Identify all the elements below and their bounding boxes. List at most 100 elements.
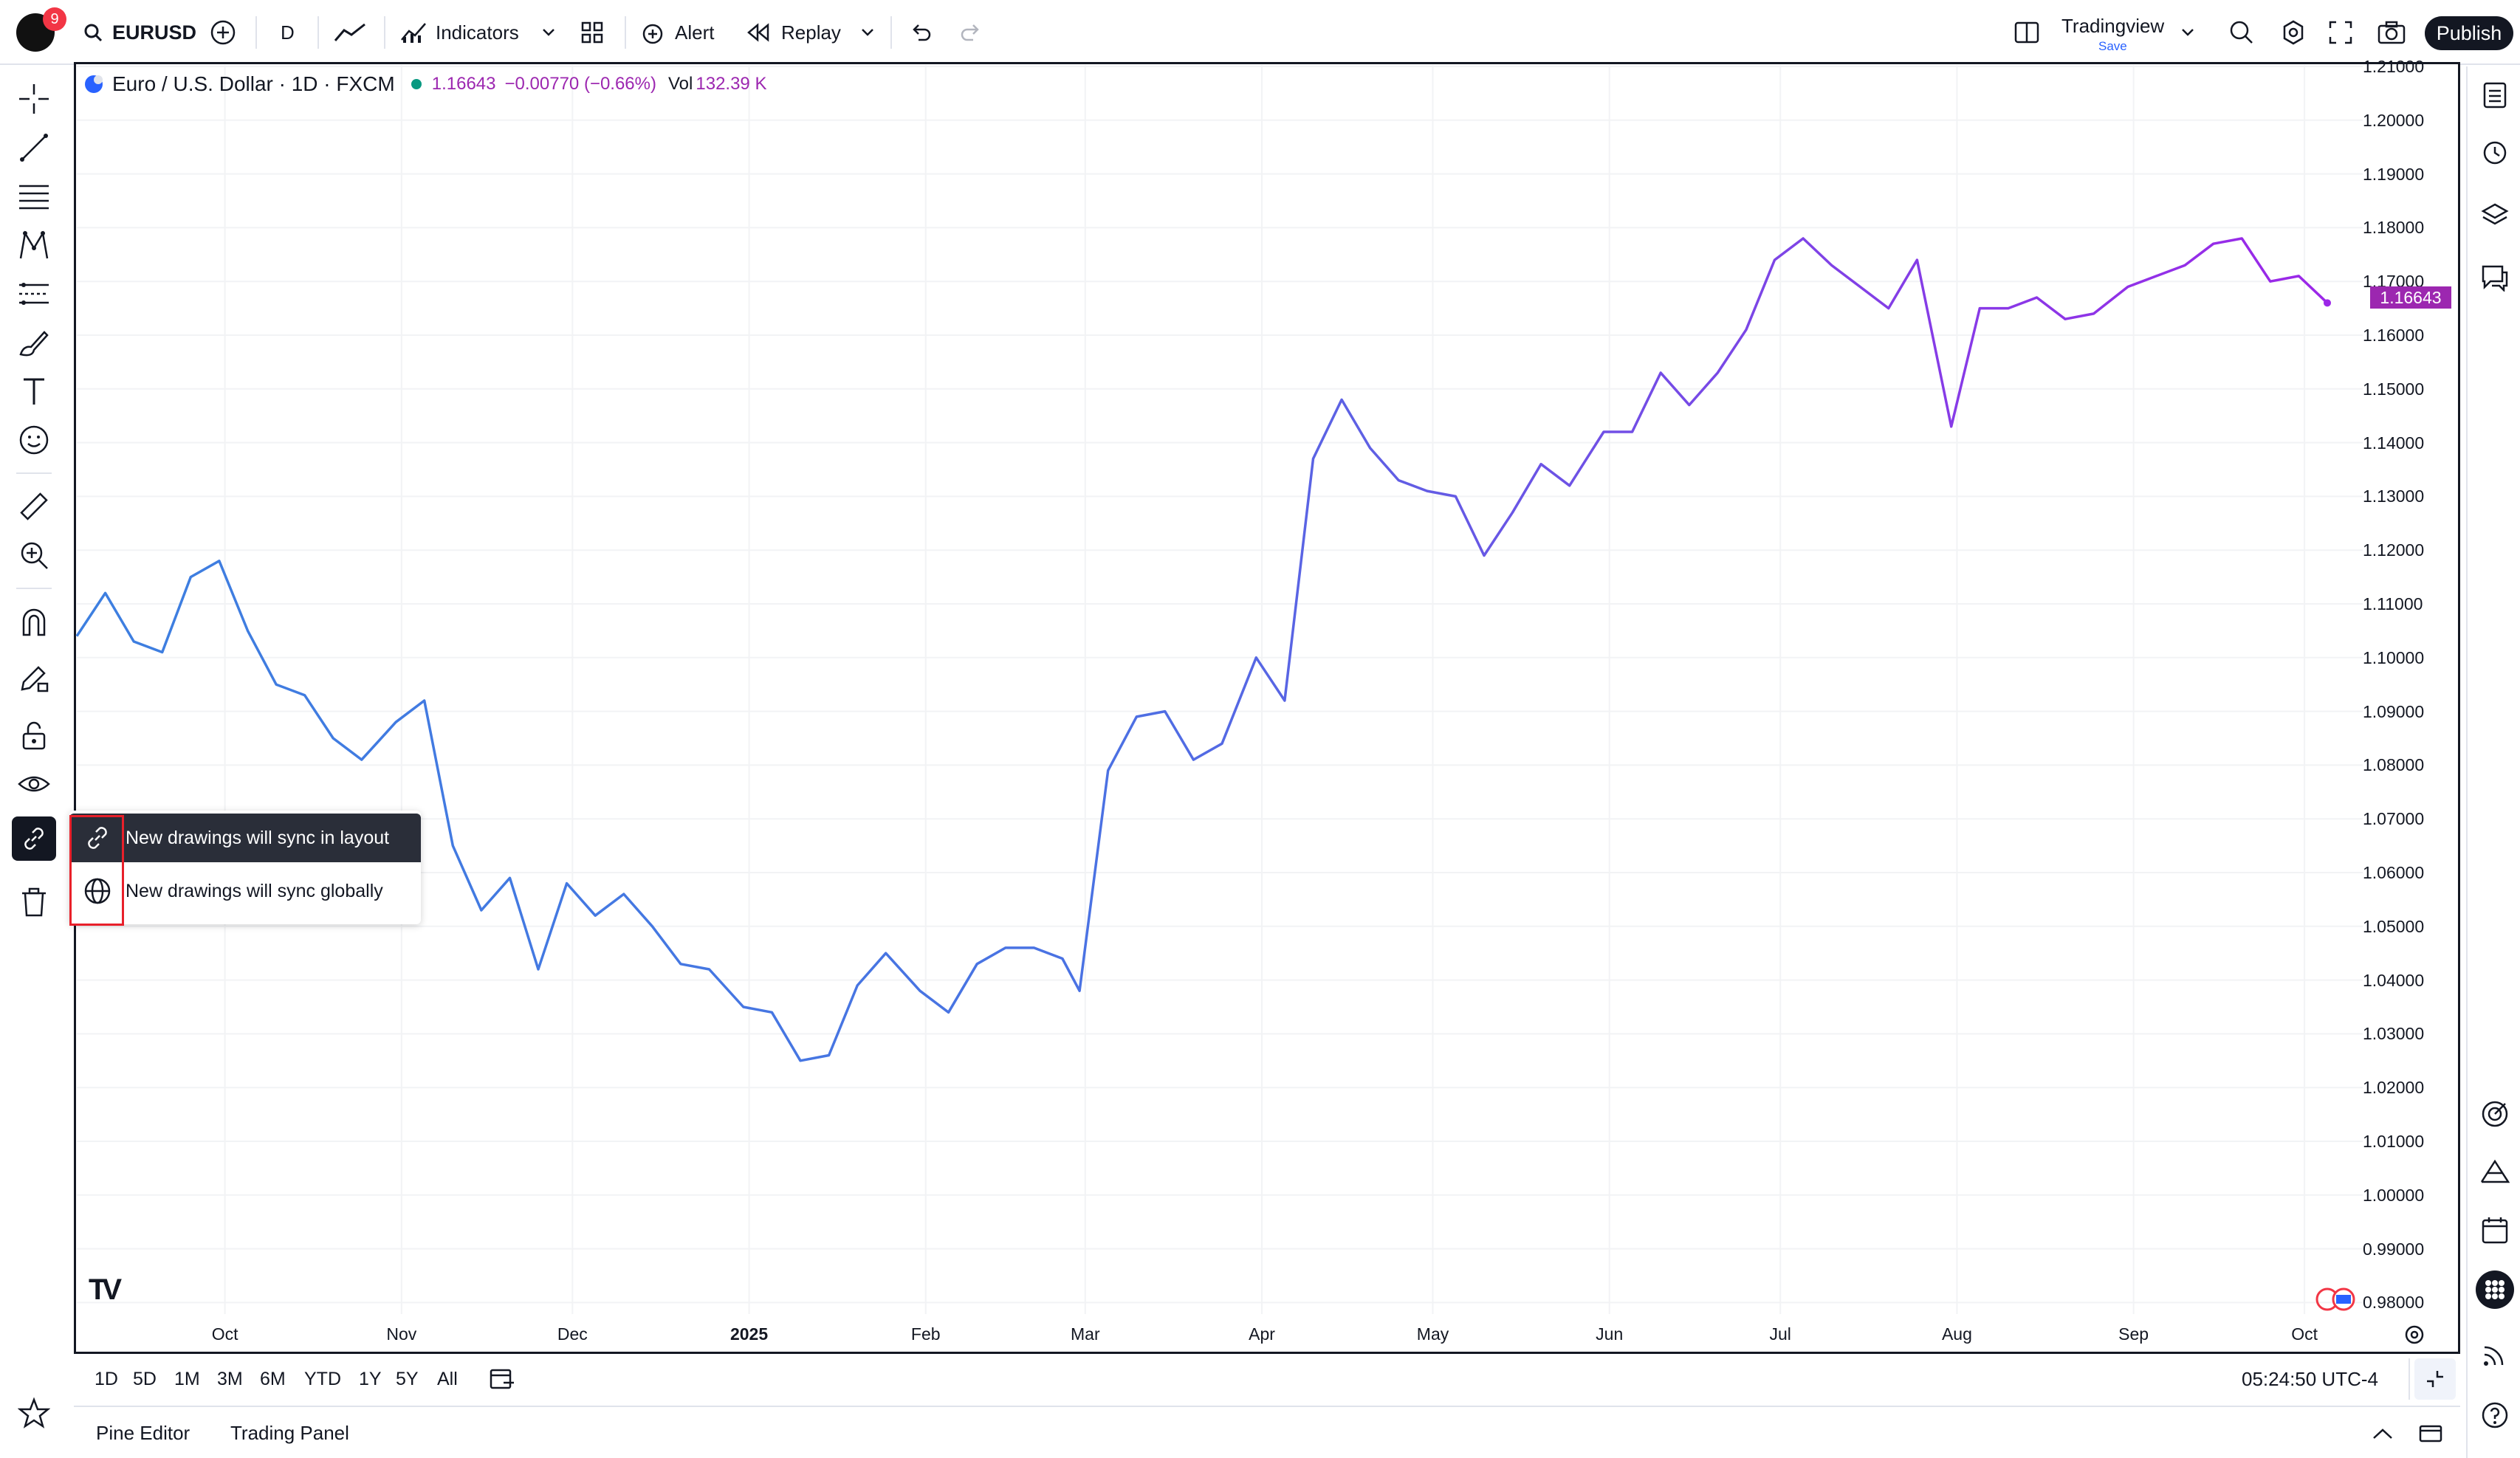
range-1m[interactable]: 1M	[174, 1368, 200, 1389]
bottom-panel: Pine Editor Trading Panel	[74, 1406, 2460, 1458]
products-button[interactable]	[2475, 1270, 2515, 1310]
price-tick-label: 1.09000	[2363, 701, 2425, 721]
favorites-tool[interactable]	[12, 1391, 56, 1435]
sync-drawings-tool[interactable]	[12, 816, 56, 861]
globe-icon	[84, 878, 111, 904]
range-ytd[interactable]: YTD	[304, 1368, 341, 1389]
chart-pane[interactable]	[74, 62, 2460, 1354]
currency-flag-icon	[85, 75, 103, 93]
fib-tool[interactable]	[12, 174, 56, 219]
indicators-label: Indicators	[436, 21, 519, 44]
forecast-tool[interactable]	[12, 272, 56, 316]
range-all[interactable]: All	[437, 1368, 458, 1389]
indicators-button[interactable]: Indicators	[400, 0, 519, 65]
lock-drawings-tool[interactable]	[12, 713, 56, 757]
settings-button[interactable]	[2280, 0, 2307, 65]
time-axis-settings-icon[interactable]	[2403, 1323, 2426, 1347]
range-1y[interactable]: 1Y	[359, 1368, 382, 1389]
price-tick-label: 1.18000	[2363, 218, 2425, 238]
range-1d[interactable]: 1D	[95, 1368, 118, 1389]
crosshair-icon	[19, 84, 49, 114]
volume-label: Vol	[668, 74, 693, 94]
range-5d[interactable]: 5D	[133, 1368, 157, 1389]
layout-setup-button[interactable]	[2014, 0, 2039, 65]
sync-globally-label: New drawings will sync globally	[126, 880, 383, 901]
broadcast-icon	[2484, 1346, 2504, 1366]
replay-dropdown[interactable]	[861, 0, 874, 65]
flag-badge-icon[interactable]	[2311, 1285, 2370, 1314]
ruler-icon	[20, 492, 48, 520]
emoji-tool[interactable]	[12, 418, 56, 462]
redo-button[interactable]	[960, 0, 982, 65]
text-tool[interactable]	[12, 369, 56, 413]
time-tick-label: Feb	[910, 1324, 941, 1344]
time-tick-label: Sep	[2118, 1324, 2149, 1344]
publish-button[interactable]: Publish	[2425, 16, 2513, 50]
remove-drawings-tool[interactable]	[12, 880, 56, 924]
measure-tool[interactable]	[12, 484, 56, 529]
price-tick-label: 1.06000	[2363, 863, 2425, 882]
tab-trading-panel[interactable]: Trading Panel	[230, 1422, 349, 1444]
indicators-dropdown[interactable]	[542, 0, 555, 65]
object-tree-button[interactable]	[2475, 195, 2515, 235]
fullscreen-button[interactable]	[2329, 0, 2352, 65]
crosshair-tool[interactable]	[12, 77, 56, 121]
maximize-panel-button[interactable]	[2419, 1407, 2442, 1458]
timezone-clock[interactable]: 05:24:50 UTC-4	[2242, 1367, 2378, 1390]
brush-tool[interactable]	[12, 320, 56, 365]
price-tick-label: 1.19000	[2363, 164, 2425, 184]
hide-drawings-tool[interactable]	[12, 762, 56, 806]
redo-icon	[961, 24, 979, 41]
range-3m[interactable]: 3M	[217, 1368, 243, 1389]
layout-dropdown[interactable]	[2181, 0, 2194, 65]
data-point	[2324, 299, 2331, 307]
replay-button[interactable]: Replay	[746, 0, 841, 65]
calendar-button[interactable]	[2475, 1211, 2515, 1251]
apps-grid-icon	[2476, 1270, 2514, 1309]
price-tick-label: 1.07000	[2363, 809, 2425, 829]
ideas-stream-button[interactable]	[2475, 1152, 2515, 1191]
quick-search-icon	[2230, 21, 2253, 44]
alerts-panel-button[interactable]	[2475, 131, 2515, 171]
zoom-tool[interactable]	[12, 533, 56, 577]
trading-ideas-button[interactable]	[2475, 1094, 2515, 1134]
range-5y[interactable]: 5Y	[396, 1368, 419, 1389]
tab-pine-editor[interactable]: Pine Editor	[96, 1422, 190, 1444]
plus-circle-icon	[210, 20, 236, 45]
help-button[interactable]	[2475, 1395, 2515, 1435]
price-tick-label: 1.02000	[2363, 1078, 2425, 1098]
undo-button[interactable]	[910, 0, 932, 65]
range-6m[interactable]: 6M	[260, 1368, 286, 1389]
sync-globally-option[interactable]: New drawings will sync globally	[69, 867, 421, 915]
price-tick-label: 1.04000	[2363, 970, 2425, 990]
price-tick-label: 1.00000	[2363, 1185, 2425, 1205]
interval-button[interactable]: D	[281, 21, 295, 44]
gear-icon	[2283, 20, 2304, 45]
magnet-tool[interactable]	[12, 599, 56, 644]
snapshot-button[interactable]	[2377, 0, 2406, 65]
trend-line-tool[interactable]	[12, 125, 56, 170]
go-to-date-button[interactable]	[489, 1358, 515, 1400]
alarm-plus-icon	[642, 24, 663, 44]
price-tick-label: 1.05000	[2363, 916, 2425, 936]
chart-type-button[interactable]	[334, 0, 366, 65]
streams-button[interactable]	[2475, 1335, 2515, 1375]
stay-drawing-tool[interactable]	[12, 656, 56, 700]
quick-search-button[interactable]	[2228, 0, 2255, 65]
layout-name-button[interactable]: Tradingview Save	[2061, 15, 2209, 54]
tradingview-logo[interactable]: TV	[89, 1273, 122, 1306]
layout-name: Tradingview	[2061, 15, 2165, 37]
chats-button[interactable]	[2475, 257, 2515, 297]
auto-scale-button[interactable]	[2414, 1358, 2456, 1400]
sync-in-layout-option[interactable]: New drawings will sync in layout	[69, 814, 421, 862]
alert-button[interactable]: Alert	[639, 0, 714, 65]
watchlist-button[interactable]	[2475, 75, 2515, 115]
symbol-search-button[interactable]: EURUSD	[83, 0, 196, 65]
templates-button[interactable]	[580, 0, 604, 65]
compare-symbol-button[interactable]	[210, 0, 236, 65]
expand-panel-button[interactable]	[2372, 1407, 2394, 1458]
fullscreen-icon	[2329, 21, 2352, 44]
price-tick-label: 1.08000	[2363, 755, 2425, 775]
pattern-tool[interactable]	[12, 223, 56, 267]
